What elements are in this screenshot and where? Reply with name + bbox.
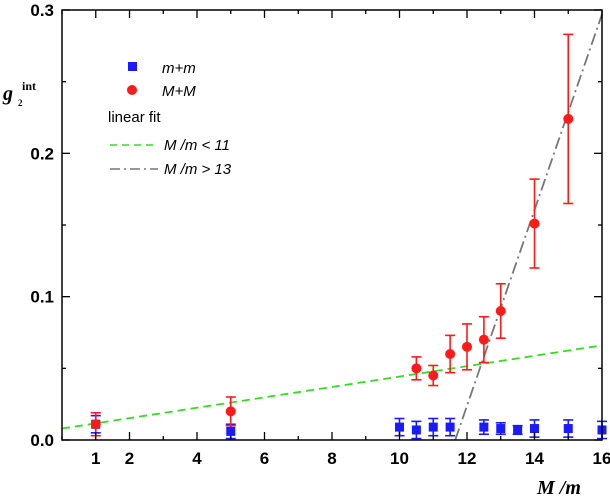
data-point-M-plus-M — [462, 341, 472, 352]
data-point-M-plus-M — [478, 334, 489, 345]
y-axis-title-superscript: int — [22, 79, 36, 93]
data-point-m-plus-m — [395, 422, 404, 432]
data-point-m-plus-m — [479, 422, 489, 432]
y-tick-label: 0.0 — [30, 431, 54, 450]
data-point-M-plus-M — [225, 406, 236, 417]
x-tick-label: 4 — [192, 449, 202, 468]
y-axis-title: g — [2, 83, 13, 105]
data-point-m-plus-m — [563, 424, 573, 434]
legend-label-fit-high: M /m > 13 — [164, 161, 232, 178]
y-axis-title-subscript: 2 — [18, 98, 23, 108]
legend-marker-M-plus-M — [127, 85, 137, 95]
x-tick-label: 1 — [91, 449, 100, 468]
data-point-M-plus-M — [411, 363, 422, 374]
legend-label-m-plus-m: m+m — [162, 60, 196, 77]
data-point-m-plus-m — [411, 425, 421, 435]
y-tick-label: 0.3 — [30, 1, 54, 20]
legend-label-fit-low: M /m < 11 — [164, 137, 230, 154]
data-point-M-plus-M — [428, 370, 439, 381]
data-point-M-plus-M — [445, 349, 456, 359]
legend-fit-title: linear fit — [108, 109, 161, 126]
data-point-m-plus-m — [226, 426, 236, 436]
y-tick-label: 0.1 — [30, 288, 54, 307]
x-tick-label: 12 — [458, 449, 477, 468]
data-point-M-plus-M — [529, 218, 540, 229]
legend: m+m M+M linear fit M /m < 11 M /m > 13 — [108, 60, 232, 178]
x-tick-label: 6 — [260, 449, 269, 468]
fit-line-high — [454, 14, 603, 441]
data-point-m-plus-m — [445, 422, 455, 432]
data-point-m-plus-m — [513, 425, 523, 435]
data-point-m-plus-m — [496, 424, 506, 434]
fit-line-low — [61, 344, 603, 430]
data-point-m-plus-m — [530, 424, 539, 434]
x-tick-label: 8 — [327, 449, 336, 468]
x-tick-label: 16 — [593, 449, 610, 468]
data-point-m-plus-m — [428, 422, 438, 432]
y-tick-label: 0.2 — [30, 144, 54, 163]
data-point-M-plus-M — [495, 306, 506, 316]
x-tick-label: 2 — [125, 449, 134, 468]
legend-marker-m-plus-m — [128, 62, 137, 71]
x-axis-title: M /m — [536, 477, 581, 498]
data-point-M-plus-M — [563, 113, 574, 124]
plot-frame — [61, 9, 603, 441]
x-tick-label: 10 — [390, 449, 409, 468]
x-tick-label: 14 — [525, 449, 544, 468]
legend-label-M-plus-M: M+M — [162, 83, 196, 100]
data-point-M-plus-M — [90, 419, 101, 430]
